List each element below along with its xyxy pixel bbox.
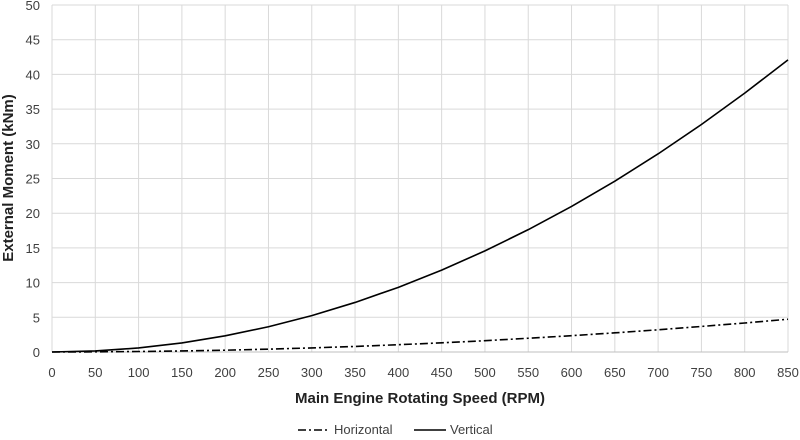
x-tick-label: 450 xyxy=(431,365,453,380)
y-tick-label: 25 xyxy=(26,172,40,187)
x-tick-labels: 0 50 100 150 200 250 300 350 400 450 500 550 600 650 7… xyxy=(48,365,798,380)
x-tick-label: 0 xyxy=(48,365,55,380)
x-tick-label: 200 xyxy=(214,365,236,380)
y-tick-label: 10 xyxy=(26,276,40,291)
x-tick-label: 150 xyxy=(171,365,193,380)
x-tick-label: 650 xyxy=(604,365,626,380)
legend-label-vertical: Vertical xyxy=(450,422,493,437)
series-lines xyxy=(51,59,789,353)
y-tick-label: 45 xyxy=(26,33,40,48)
x-tick-label: 250 xyxy=(258,365,280,380)
x-tick-label: 550 xyxy=(517,365,539,380)
y-tick-label: 20 xyxy=(26,206,40,221)
x-axis-title: Main Engine Rotating Speed (RPM) xyxy=(295,390,545,407)
x-tick-label: 500 xyxy=(474,365,496,380)
x-tick-label: 800 xyxy=(734,365,756,380)
series-vertical-line xyxy=(51,59,789,353)
y-tick-label: 15 xyxy=(26,241,40,256)
x-tick-label: 300 xyxy=(301,365,323,380)
x-tick-label: 350 xyxy=(344,365,366,380)
x-tick-label: 400 xyxy=(388,365,410,380)
x-tick-label: 750 xyxy=(691,365,713,380)
grid xyxy=(51,4,789,353)
y-tick-labels: 0 5 10 15 20 25 30 35 40 45 50 xyxy=(26,0,40,360)
x-tick-label: 600 xyxy=(561,365,583,380)
y-tick-label: 50 xyxy=(26,0,40,13)
x-tick-label: 100 xyxy=(128,365,150,380)
legend: Horizontal Vertical xyxy=(298,422,493,437)
y-axis-title: External Moment (kNm) xyxy=(0,94,17,262)
y-tick-label: 5 xyxy=(33,310,40,325)
x-tick-label: 50 xyxy=(88,365,102,380)
y-tick-label: 30 xyxy=(26,137,40,152)
series-horizontal-line xyxy=(51,318,789,353)
x-tick-label: 700 xyxy=(647,365,669,380)
y-tick-label: 40 xyxy=(26,67,40,82)
legend-label-horizontal: Horizontal xyxy=(334,422,393,437)
y-tick-label: 35 xyxy=(26,102,40,117)
x-tick-label: 850 xyxy=(777,365,799,380)
y-tick-label: 0 xyxy=(33,345,40,360)
